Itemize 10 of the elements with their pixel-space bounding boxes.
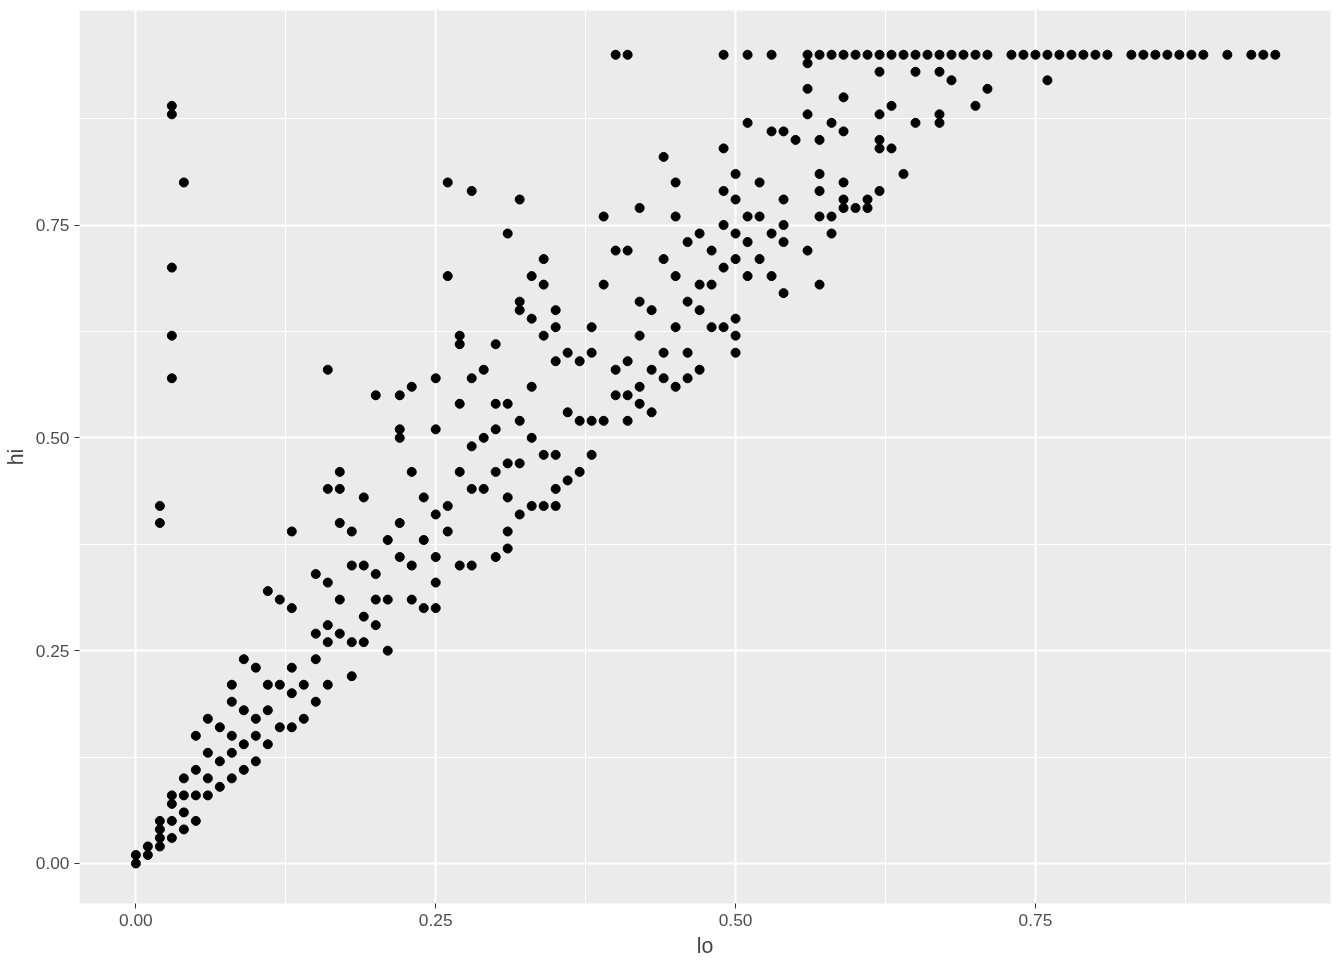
x-tick-label: 0.25	[418, 909, 453, 930]
y-tick-label: 0.25	[35, 640, 70, 661]
x-tick-label: 0.00	[119, 909, 153, 930]
y-tick-label: 0.50	[35, 427, 70, 448]
x-tick-label: 0.75	[1018, 909, 1053, 930]
x-axis-title: lo	[696, 933, 714, 958]
y-axis-title: hi	[3, 448, 28, 466]
y-tick-label: 0.00	[35, 853, 70, 874]
y-tick-label: 0.75	[35, 215, 70, 236]
x-tick-label: 0.50	[718, 909, 753, 930]
